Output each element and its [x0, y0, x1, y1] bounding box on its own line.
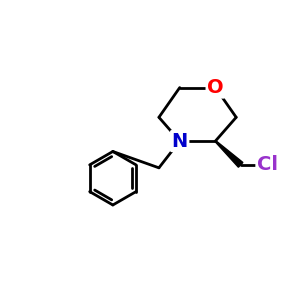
- Polygon shape: [215, 141, 243, 167]
- Text: N: N: [172, 132, 188, 151]
- Text: O: O: [207, 78, 224, 97]
- Text: Cl: Cl: [257, 155, 278, 174]
